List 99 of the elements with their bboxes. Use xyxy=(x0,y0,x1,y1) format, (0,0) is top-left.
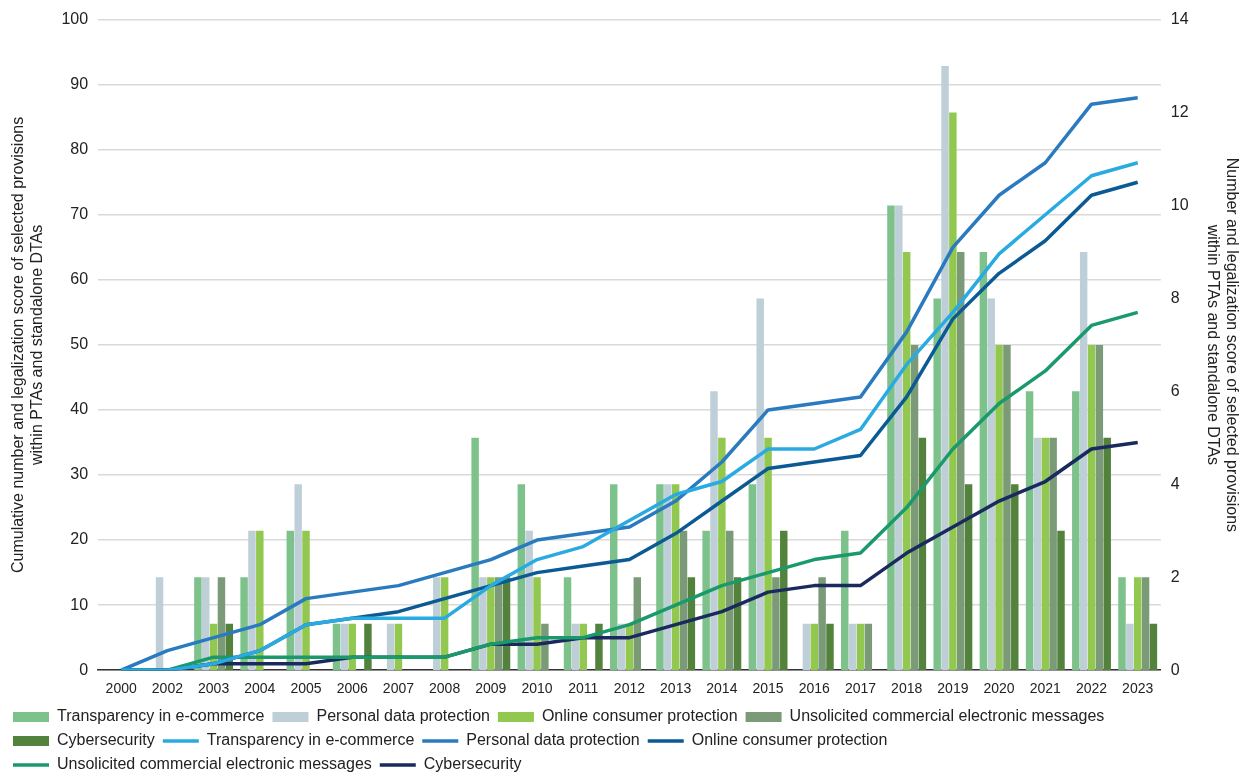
bar xyxy=(1025,391,1034,671)
x-tick-label: 2012 xyxy=(613,680,646,697)
y-tick-label: 50 xyxy=(70,335,89,353)
bar xyxy=(348,623,356,671)
x-tick-label: 2013 xyxy=(660,680,692,697)
bar xyxy=(895,205,903,671)
x-tick-label: 2015 xyxy=(752,680,784,697)
bar xyxy=(995,344,1003,671)
x-tick-label: 2002 xyxy=(151,680,184,697)
bar xyxy=(964,484,973,671)
x-tick-label: 2022 xyxy=(1075,680,1108,697)
y2-tick-label: 2 xyxy=(1170,567,1180,585)
x-tick-label: 2011 xyxy=(568,680,599,697)
bar xyxy=(1133,577,1142,671)
legend-label: Cybersecurity xyxy=(57,731,155,749)
legend-label: Unsolicited commercial electronic messages xyxy=(789,707,1105,725)
bar xyxy=(1149,623,1158,671)
y-tick-label: 80 xyxy=(70,140,89,158)
legend-label: Personal data protection xyxy=(466,731,640,749)
x-tick-label: 2018 xyxy=(891,680,923,697)
y2-tick-label: 0 xyxy=(1170,660,1180,678)
bar xyxy=(1033,437,1042,671)
bar xyxy=(1095,344,1104,671)
bar xyxy=(1049,437,1057,671)
bar xyxy=(1057,530,1065,671)
bar xyxy=(949,112,957,671)
x-tick-label: 2017 xyxy=(844,680,877,697)
bar xyxy=(848,623,857,671)
bar xyxy=(818,577,826,671)
y2-tick-label: 4 xyxy=(1170,474,1180,492)
y-axis-title: Cumulative number and legalization score of selected provisions within PTAs and standalone DTAs xyxy=(9,116,46,574)
bar xyxy=(1126,623,1134,671)
y2-tick-label: 8 xyxy=(1170,288,1180,306)
y-tick-label: 30 xyxy=(70,465,89,483)
y-tick-label: 10 xyxy=(70,595,89,613)
y2-tick-label: 6 xyxy=(1170,381,1180,399)
bar xyxy=(1072,391,1080,671)
x-tick-label: 2021 xyxy=(1029,680,1062,697)
bar xyxy=(748,484,757,671)
bar xyxy=(1141,577,1150,671)
y-tick-label: 0 xyxy=(79,660,89,678)
y-tick-label: 100 xyxy=(61,10,89,28)
bar xyxy=(1118,577,1126,671)
y-tick-label: 90 xyxy=(70,75,89,93)
bar xyxy=(1079,251,1088,671)
bar xyxy=(756,298,764,671)
x-tick-label: 2006 xyxy=(336,680,368,697)
bar xyxy=(1003,344,1011,671)
bar xyxy=(1103,437,1111,671)
bar xyxy=(802,623,811,671)
x-tick-label: 2008 xyxy=(429,680,461,697)
bar xyxy=(856,623,865,671)
bar xyxy=(294,484,302,671)
x-tick-label: 2004 xyxy=(244,680,276,697)
x-tick-label: 2014 xyxy=(706,680,738,697)
bar xyxy=(710,391,718,671)
x-tick-label: 2005 xyxy=(290,680,322,697)
y2-tick-label: 10 xyxy=(1170,195,1189,213)
x-tick-label: 2000 xyxy=(105,680,137,697)
bar xyxy=(471,437,479,671)
x-tick-label: 2016 xyxy=(798,680,831,697)
bar xyxy=(772,577,780,671)
bar xyxy=(764,437,772,671)
bar xyxy=(702,530,710,671)
y-tick-label: 70 xyxy=(70,205,89,223)
legend-label: Online consumer protection xyxy=(691,731,888,749)
bar xyxy=(780,530,788,671)
y2-tick-label: 14 xyxy=(1170,10,1189,28)
bar xyxy=(918,437,927,671)
y-tick-label: 20 xyxy=(70,530,89,548)
bar xyxy=(1011,484,1019,671)
x-tick-label: 2023 xyxy=(1122,680,1154,697)
x-tick-label: 2007 xyxy=(382,680,415,697)
bar xyxy=(933,298,941,671)
legend-label: Unsolicited commercial electronic messages xyxy=(57,755,372,773)
bar xyxy=(987,298,995,671)
legend-label: Transparency in e-commerce xyxy=(206,731,415,749)
x-tick-label: 2019 xyxy=(937,680,969,697)
bar xyxy=(533,577,541,671)
y-tick-label: 40 xyxy=(70,400,89,418)
bar xyxy=(826,623,834,671)
bar xyxy=(364,623,372,671)
y2-axis-title: Number and legalization score of selected provisions within PTAs and standalone DTAs xyxy=(1204,157,1241,533)
bar xyxy=(887,205,895,671)
y-tick-label: 60 xyxy=(70,270,89,288)
x-tick-label: 2020 xyxy=(983,680,1015,697)
legend-label: Transparency in e-commerce xyxy=(57,707,265,725)
x-tick-label: 2009 xyxy=(475,680,507,697)
legend-label: Cybersecurity xyxy=(423,755,522,773)
bar xyxy=(1041,437,1050,671)
bar xyxy=(1087,344,1096,671)
bar xyxy=(941,66,949,671)
x-tick-label: 2010 xyxy=(521,680,553,697)
legend-label: Online consumer protection xyxy=(541,707,738,725)
legend-label: Personal data protection xyxy=(316,707,490,725)
y2-tick-label: 12 xyxy=(1170,102,1189,120)
bar xyxy=(810,623,818,671)
x-tick-label: 2003 xyxy=(198,680,230,697)
bar xyxy=(864,623,873,671)
